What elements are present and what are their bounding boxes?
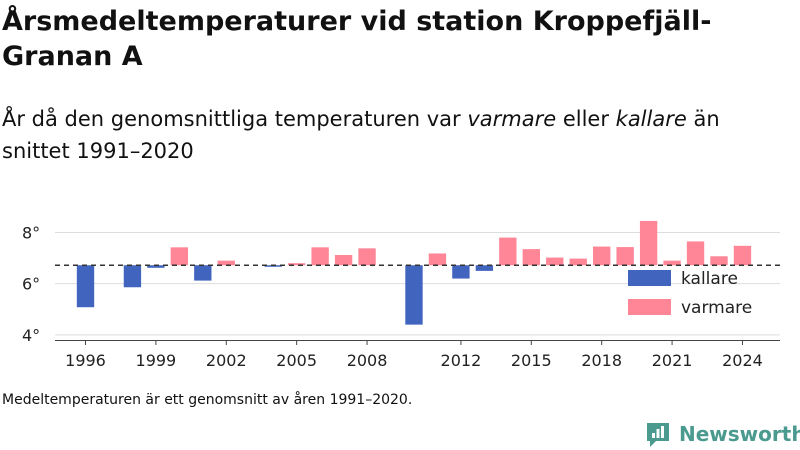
chart-title: Årsmedeltemperaturer vid station Kroppef… <box>2 6 712 72</box>
subtitle-pre: År då den genomsnittliga temperaturen va… <box>2 107 468 131</box>
bar-warmer <box>358 248 376 266</box>
legend-label-varmare: varmare <box>681 298 752 318</box>
chart-subtitle: År då den genomsnittliga temperaturen va… <box>2 103 782 167</box>
bar-colder <box>194 265 212 281</box>
bar-warmer <box>522 249 540 266</box>
newsworthy-brand: Newsworthy <box>644 419 800 449</box>
x-tick-label: 2018 <box>581 351 622 370</box>
bar-warmer <box>311 247 329 266</box>
bar-warmer <box>616 247 634 266</box>
bar-warmer <box>593 246 611 266</box>
x-tick-label: 2008 <box>347 351 388 370</box>
y-tick-label: 8° <box>22 223 40 242</box>
legend-swatch-varmare <box>628 299 671 315</box>
bar-colder <box>475 265 494 271</box>
subtitle-post: än snittet 1991–2020 <box>2 107 720 163</box>
x-tick-label: 2005 <box>276 351 317 370</box>
x-tick-label: 1999 <box>136 351 177 370</box>
bar-warmer <box>663 260 681 266</box>
bar-warmer <box>546 257 564 266</box>
bar-warmer <box>287 263 306 266</box>
bar-warmer <box>639 220 658 266</box>
bar-colder <box>452 265 470 279</box>
y-tick-label: 4° <box>22 326 40 345</box>
x-tick-label: 2002 <box>206 351 247 370</box>
newsworthy-logo-icon <box>647 423 669 447</box>
bar-warmer <box>733 245 752 266</box>
legend-label-kallare: kallare <box>681 269 738 289</box>
x-tick-label: 2015 <box>511 351 552 370</box>
subtitle-warm-word: varmare <box>467 107 557 131</box>
bar-warmer <box>334 255 353 266</box>
temperature-bar-chart: 4° 6° 8° 1996 1999 2002 2005 2008 2012 2015 2018 20… <box>22 220 780 370</box>
x-tick-label: 2012 <box>441 351 482 370</box>
bar-warmer <box>499 237 517 266</box>
x-tick-label: 2024 <box>722 351 763 370</box>
bar-colder <box>123 265 142 288</box>
newsworthy-wordmark: Newsworthy <box>679 422 800 446</box>
bar-warmer <box>217 260 235 266</box>
bar-warmer <box>428 253 447 266</box>
y-tick-label: 6° <box>22 275 40 294</box>
bar-colder <box>76 265 95 308</box>
bar-warmer <box>170 247 189 266</box>
bar-warmer <box>686 241 705 266</box>
x-tick-label: 1996 <box>65 351 106 370</box>
x-tick-label: 2021 <box>652 351 693 370</box>
subtitle-cold-word: kallare <box>615 107 687 131</box>
bar-colder <box>405 265 423 325</box>
bar-warmer <box>569 258 587 266</box>
subtitle-mid: eller <box>556 107 616 131</box>
footnote: Medeltemperaturen är ett genomsnitt av å… <box>2 392 413 408</box>
legend-swatch-kallare <box>628 270 671 286</box>
bar-warmer <box>710 256 728 266</box>
bar-colder <box>147 265 165 268</box>
